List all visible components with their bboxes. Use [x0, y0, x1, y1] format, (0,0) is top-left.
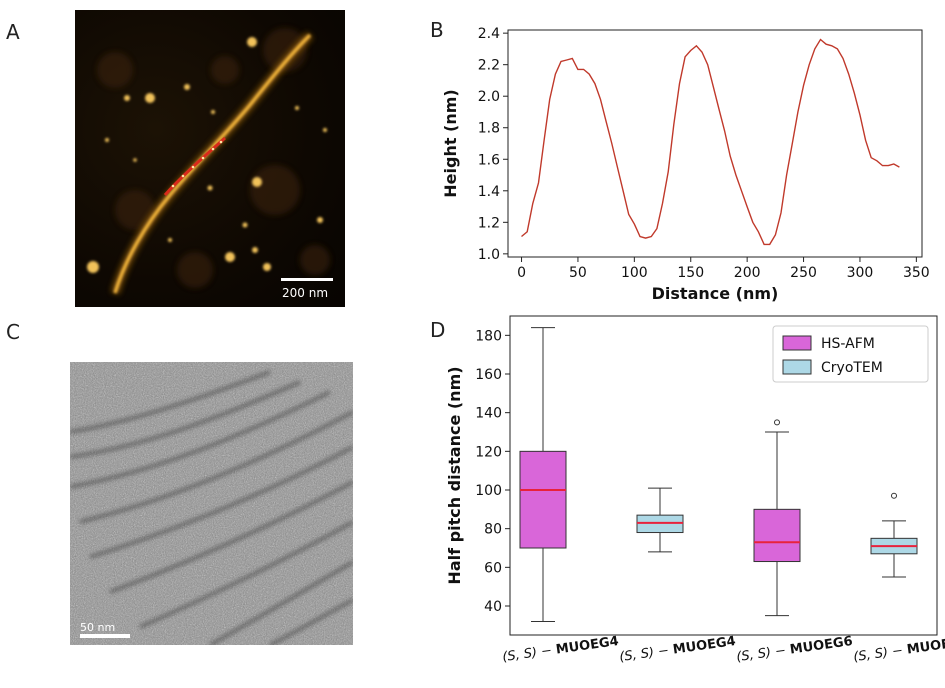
y-tick-label: 120 — [475, 444, 502, 460]
y-tick-label: 1.0 — [478, 247, 500, 263]
x-tick-label: 300 — [847, 265, 874, 281]
panel-letter-a: A — [6, 20, 20, 44]
y-tick-label: 1.8 — [478, 121, 500, 137]
y-tick-label: 100 — [475, 483, 502, 499]
x-tick-label: 250 — [790, 265, 817, 281]
y-tick-label: 1.6 — [478, 152, 500, 168]
y-axis-label: Height (nm) — [441, 89, 460, 197]
cryotem-texture — [70, 362, 353, 645]
box-iqr — [519, 450, 567, 549]
category-label-text: (S, S) − MUOEG4 — [501, 634, 619, 665]
y-tick-label: 40 — [484, 599, 502, 615]
box-outlier — [774, 419, 780, 426]
category-label: (S, S) − MUOEG4 — [618, 634, 736, 665]
afm-scale-bar — [281, 278, 333, 281]
x-tick-label: 150 — [677, 265, 704, 281]
afm-fiber-drawing — [87, 28, 333, 295]
panel-letter-b: B — [430, 18, 444, 42]
legend-box — [772, 325, 929, 383]
y-tick-label: 160 — [475, 367, 502, 383]
category-label: (S, S) − MUOEG6 — [735, 634, 853, 665]
category-label-text: (S, S) − MUOEG4 — [618, 634, 736, 665]
afm-scale-label: 200 nm — [282, 286, 329, 300]
panel-letter-d: D — [430, 318, 446, 342]
panel-letter-c: C — [6, 320, 20, 344]
category-label-text: (S, S) − MUOEG6 — [735, 634, 853, 665]
x-tick-label: 350 — [903, 265, 930, 281]
y-tick-label: 1.2 — [478, 215, 500, 231]
box-outlier — [891, 492, 897, 499]
legend-label: CryoTEM — [821, 360, 883, 376]
cryotem-image: 50 nm — [70, 362, 353, 645]
legend-swatch — [782, 335, 812, 351]
legend-label: HS-AFM — [821, 336, 875, 352]
tem-scale-bar — [80, 634, 130, 638]
y-tick-label: 2.2 — [478, 58, 500, 74]
category-label: (S, S) − MUOEG4 — [501, 634, 619, 665]
height-profile-svg: 0 50 100 150 200 250 300 350 1.0 1.2 1.4 1.6 1.8 2.0 2… — [441, 26, 930, 303]
height-profile-chart: 0 50 100 150 200 250 300 350 1.0 1.2 1.4 1.6 1.8 2.0 2… — [440, 10, 940, 310]
y-tick-label: 2.4 — [478, 26, 500, 42]
y-tick-label: 1.4 — [478, 184, 500, 200]
box-iqr — [753, 508, 801, 563]
x-tick-label: 0 — [517, 265, 526, 281]
category-label: (S, S) − MUOEG6 — [852, 634, 945, 665]
plot-frame — [509, 315, 938, 636]
y-tick-label: 2.0 — [478, 89, 500, 105]
height-profile-line — [521, 38, 900, 246]
category-label-text: (S, S) − MUOEG6 — [852, 634, 945, 665]
legend-swatch — [782, 359, 812, 375]
y-tick-label: 80 — [484, 522, 502, 538]
half-pitch-boxplot: 40 60 80 100 120 140 160 180 (S, S) − MUOEG4 (S, … — [440, 312, 945, 684]
tem-scale-label: 50 nm — [80, 621, 116, 634]
x-axis-label: Distance (nm) — [652, 284, 779, 303]
x-tick-label: 50 — [569, 265, 587, 281]
y-axis-label: Half pitch distance (nm) — [445, 366, 464, 584]
y-tick-label: 140 — [475, 406, 502, 422]
x-tick-label: 100 — [621, 265, 648, 281]
y-tick-label: 180 — [475, 328, 502, 344]
x-tick-label: 200 — [734, 265, 761, 281]
afm-image: 200 nm — [75, 10, 345, 307]
y-tick-label: 60 — [484, 560, 502, 576]
plot-frame — [507, 29, 923, 258]
